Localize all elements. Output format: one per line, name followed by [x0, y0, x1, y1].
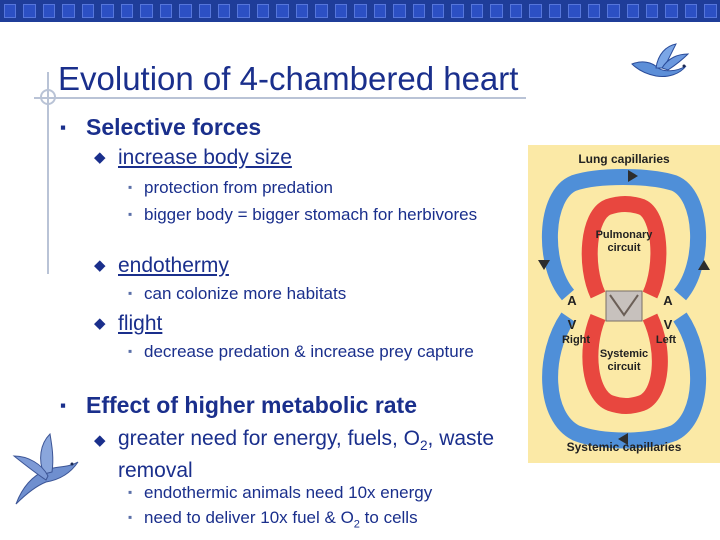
decor-vertical-line [47, 72, 49, 274]
bullet-diamond: ◆ [94, 315, 106, 332]
label-systemic-capillaries: Systemic capillaries [567, 440, 682, 454]
bullet-small: ▪ [128, 344, 133, 358]
label-atrium-left: A [663, 293, 673, 308]
list-point: ▪ can colonize more habitats [128, 284, 347, 303]
list-point: ▪ decrease predation & increase prey cap… [128, 342, 474, 361]
label-ventricle-left: V [664, 317, 673, 332]
label-atrium-right: A [567, 293, 577, 308]
bullet-diamond: ◆ [94, 149, 106, 166]
list-point: ▪ protection from predation [128, 178, 333, 197]
list-point: ▪ endothermic animals need 10x energy [128, 483, 433, 502]
bullet-small: ▪ [128, 485, 133, 499]
bird-icon [12, 432, 79, 505]
crosshair-decor [40, 89, 56, 105]
bird-icon [631, 43, 690, 77]
section-heading: ▪ Selective forces [60, 114, 262, 140]
list-item: ◆ flight [94, 312, 163, 335]
bullet-diamond: ◆ [94, 432, 106, 449]
top-decor-bar [0, 0, 720, 22]
list-item: ◆ increase body size [94, 146, 292, 169]
heart-circulation-diagram: Lung capillaries Pulmonary circuit A A V… [528, 145, 720, 463]
label-right: Right [562, 334, 590, 346]
bullet-small: ▪ [128, 180, 133, 194]
list-point: ▪ bigger body = bigger stomach for herbi… [128, 205, 478, 224]
bullet-small: ▪ [128, 207, 133, 221]
label-ventricle-right: V [568, 317, 577, 332]
bullet-square: ▪ [60, 396, 67, 415]
bullet-small: ▪ [128, 510, 133, 524]
bullet-small: ▪ [128, 286, 133, 300]
bullet-square: ▪ [60, 118, 67, 137]
label-pulmonary-circuit: Pulmonary circuit [595, 229, 653, 254]
slide-title: Evolution of 4-chambered heart [58, 60, 519, 97]
bullet-diamond: ◆ [94, 257, 106, 274]
label-lung-capillaries: Lung capillaries [578, 152, 670, 166]
list-item: ◆ greater need for energy, fuels, O2, wa… [94, 427, 495, 483]
list-point: ▪ need to deliver 10x fuel & O2 to cells [128, 508, 418, 531]
label-left: Left [656, 334, 677, 346]
decor-horizontal-line [34, 97, 526, 99]
section-heading: ▪ Effect of higher metabolic rate [60, 392, 418, 418]
list-item: ◆ endothermy [94, 254, 229, 277]
label-systemic-circuit: Systemic circuit [599, 348, 649, 373]
